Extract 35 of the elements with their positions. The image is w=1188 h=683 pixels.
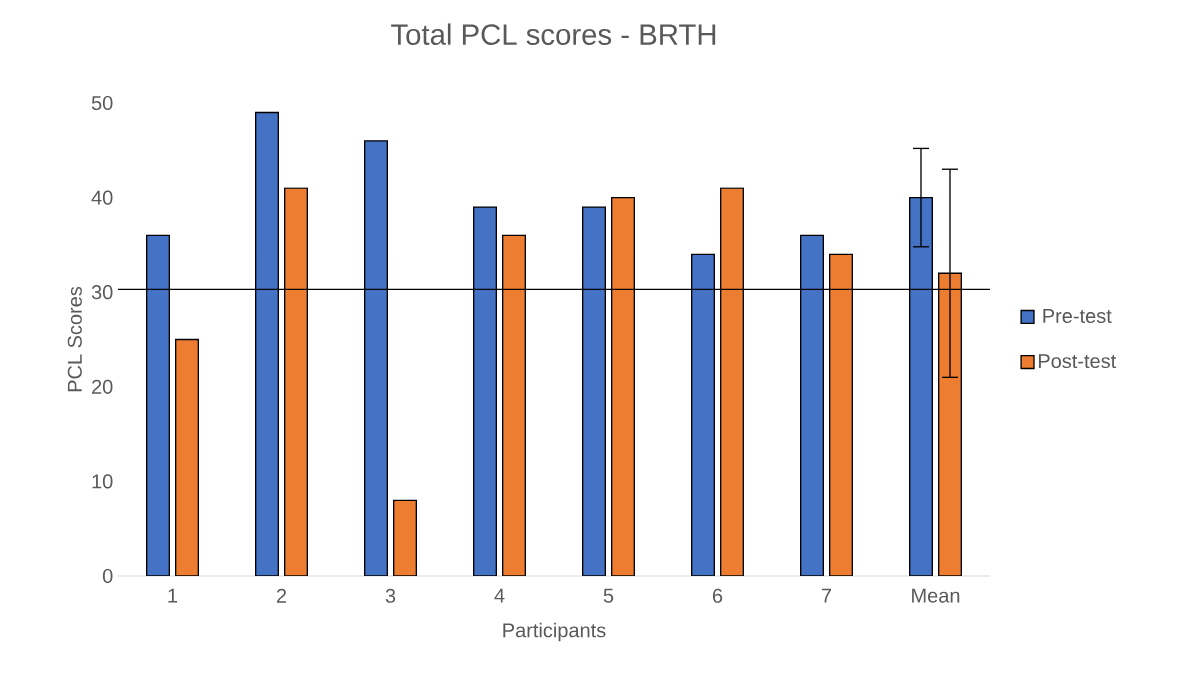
x-tick-label: 2	[276, 588, 287, 603]
x-tick-label: 3	[385, 588, 396, 603]
x-tick-label: 1	[168, 588, 178, 603]
bar	[720, 187, 744, 576]
bar	[582, 206, 607, 576]
y-tick-label: 10	[92, 474, 113, 489]
chart-title: Total PCL scores - BRTH	[391, 23, 716, 45]
x-axis-title: Participants	[503, 622, 606, 642]
legend-label: Pre-test	[1043, 309, 1112, 324]
bar	[502, 234, 526, 576]
bar	[146, 234, 171, 576]
x-tick-label: 7	[821, 588, 832, 603]
x-tick-label: 6	[712, 588, 723, 603]
y-tick-label: 50	[91, 95, 113, 111]
bar	[284, 187, 309, 576]
y-tick-label: 40	[91, 190, 113, 205]
x-tick-label: 5	[603, 588, 614, 603]
bar	[611, 196, 635, 576]
bar	[255, 111, 280, 576]
bar	[691, 253, 716, 576]
x-tick-label: 4	[494, 588, 505, 603]
bar	[829, 253, 853, 576]
bar	[393, 499, 418, 576]
bar	[938, 272, 962, 576]
bar	[364, 140, 388, 576]
bar	[175, 338, 200, 576]
bar	[909, 196, 933, 576]
y-tick-label: 20	[92, 379, 113, 394]
legend-label: Post-test	[1038, 354, 1117, 369]
bar	[800, 234, 825, 576]
y-tick-label: 30	[91, 285, 113, 300]
y-axis-title: PCL Scores	[67, 286, 82, 392]
bar	[473, 206, 498, 576]
x-tick-label: Mean	[912, 588, 960, 603]
y-tick-label: 0	[102, 568, 113, 584]
